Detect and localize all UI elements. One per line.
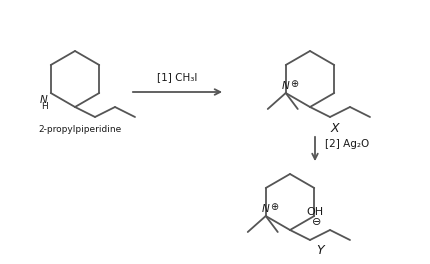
Text: ⊕: ⊕ [270, 202, 278, 212]
Text: X: X [331, 122, 339, 135]
Text: ⊖: ⊖ [312, 217, 322, 227]
Text: [2] Ag₂O: [2] Ag₂O [325, 139, 369, 149]
Text: [1] CH₃I: [1] CH₃I [157, 72, 198, 82]
Text: 2-propylpiperidine: 2-propylpiperidine [38, 125, 122, 134]
Text: H: H [41, 102, 48, 111]
Text: Y: Y [316, 243, 324, 257]
Text: N: N [282, 81, 290, 91]
Text: N: N [40, 95, 48, 105]
Text: N: N [262, 204, 270, 214]
Text: OH: OH [307, 207, 323, 217]
Text: ⊕: ⊕ [290, 79, 298, 89]
